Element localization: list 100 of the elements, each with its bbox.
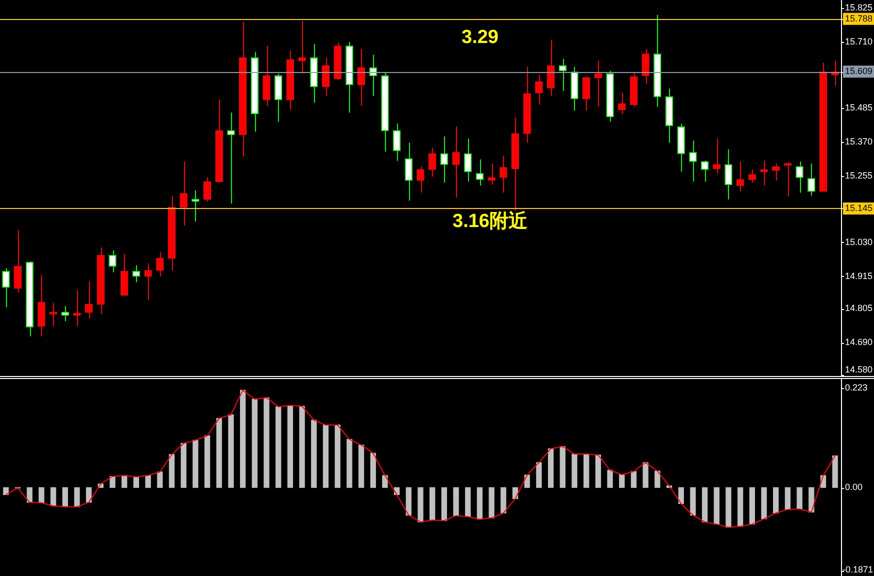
y-tick-label: 15.255	[845, 170, 873, 181]
candlestick	[49, 302, 58, 327]
candlestick	[642, 48, 650, 84]
y-tick-label: 0.223	[845, 382, 868, 392]
bar	[796, 487, 802, 510]
bar	[74, 487, 80, 508]
bar	[86, 487, 92, 503]
bar	[299, 406, 305, 488]
bar	[382, 475, 388, 488]
candlestick	[546, 39, 555, 96]
candlestick	[298, 20, 306, 74]
candlestick	[428, 147, 436, 178]
y-tick-label: 15.825	[845, 2, 873, 12]
bar	[62, 487, 68, 508]
candlestick	[760, 160, 768, 186]
candlestick	[748, 169, 756, 184]
candlestick	[476, 159, 484, 186]
y-tick-label: 15.030	[845, 236, 873, 247]
candlestick	[120, 254, 128, 296]
bar	[572, 454, 578, 488]
candlestick	[85, 280, 93, 319]
bar	[168, 454, 175, 488]
bar	[228, 414, 234, 488]
candlestick	[180, 161, 188, 226]
candlestick	[582, 76, 590, 112]
bar	[702, 487, 708, 522]
candlestick	[108, 250, 116, 273]
candlestick	[38, 274, 46, 337]
bar	[370, 452, 376, 488]
bar	[749, 487, 755, 525]
candlestick	[404, 142, 412, 202]
y-tick-label: 14.915	[845, 270, 873, 281]
bar	[832, 456, 838, 488]
candlestick	[262, 46, 270, 106]
bar	[619, 474, 625, 488]
bar	[264, 397, 270, 488]
candlestick	[724, 149, 732, 200]
candlestick	[558, 58, 566, 92]
bar	[642, 462, 648, 488]
bar	[216, 418, 222, 488]
bar	[145, 475, 151, 488]
bar	[595, 454, 602, 488]
y-tick-label: 15.485	[845, 102, 873, 113]
bar	[584, 454, 590, 488]
candlestick	[452, 126, 460, 198]
candlestick	[144, 262, 152, 301]
bar	[240, 390, 246, 488]
candlestick	[796, 161, 804, 194]
bar	[133, 476, 140, 488]
y-tick-label: 15.710	[845, 36, 873, 46]
bar	[465, 487, 471, 517]
candlestick	[689, 140, 697, 182]
y-tick-label: 15.609	[845, 66, 873, 76]
annotation: 3.29	[462, 27, 498, 48]
bar	[38, 487, 44, 504]
candlestick	[440, 136, 448, 184]
bar	[358, 444, 364, 488]
bar	[430, 487, 436, 520]
candlestick	[500, 155, 508, 194]
bar	[773, 487, 779, 514]
candlestick	[61, 306, 69, 322]
candlestick	[322, 57, 330, 96]
annotation: 3.16附近	[452, 210, 528, 232]
candlestick	[274, 73, 282, 122]
bar	[488, 487, 494, 518]
bar	[548, 448, 554, 488]
candlestick	[392, 123, 401, 162]
bar	[726, 487, 732, 528]
y-tick-label: 15.145	[845, 202, 873, 213]
y-tick-label: -0.1871	[842, 564, 874, 574]
bar	[500, 487, 506, 514]
candlestick	[227, 112, 235, 204]
bar	[180, 442, 186, 488]
y-tick-label: 15.788	[845, 13, 873, 24]
bar	[560, 446, 566, 488]
bar	[287, 405, 294, 488]
candlestick	[464, 138, 472, 182]
candlestick	[736, 161, 744, 192]
bar	[122, 475, 128, 488]
bar	[192, 440, 198, 488]
bar	[406, 487, 412, 516]
bar	[311, 420, 317, 488]
bar	[761, 487, 767, 520]
candlestick	[14, 230, 22, 293]
bar	[678, 487, 684, 504]
bar	[737, 487, 744, 527]
candlestick	[784, 162, 792, 197]
bar	[784, 487, 791, 510]
bar	[157, 472, 163, 488]
candlestick	[2, 268, 10, 308]
bar	[654, 470, 660, 488]
y-tick-label: 14.690	[845, 337, 873, 348]
bar	[110, 476, 116, 488]
candlestick	[132, 264, 140, 283]
y-tick-label: 15.370	[845, 136, 873, 147]
bar	[476, 487, 483, 520]
y-tick-label: 14.805	[845, 303, 873, 314]
candlestick	[772, 163, 780, 181]
bar	[334, 424, 340, 488]
candlestick	[203, 177, 212, 202]
